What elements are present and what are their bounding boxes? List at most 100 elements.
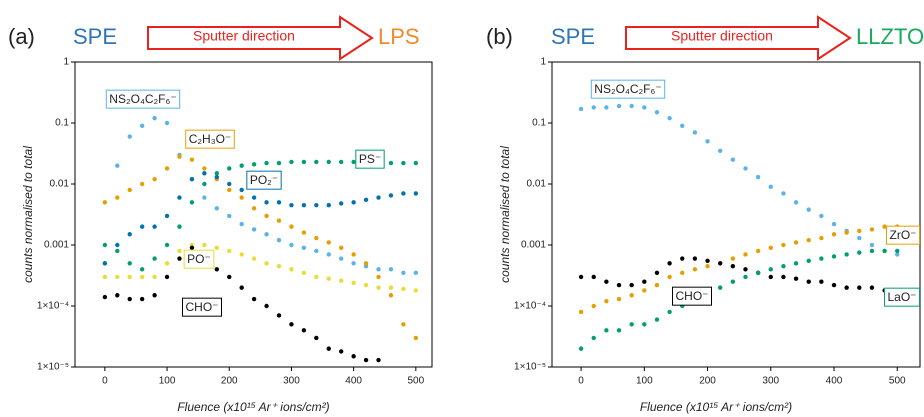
data-point [164, 120, 170, 126]
y-tick-label: 0.001 [44, 240, 69, 251]
data-point [301, 202, 307, 208]
data-point [781, 242, 786, 248]
series-label-box [355, 149, 385, 169]
data-point [388, 293, 394, 298]
data-point [667, 309, 672, 315]
data-point [616, 282, 622, 288]
data-point [680, 256, 685, 261]
data-point [202, 166, 207, 171]
data-point [730, 263, 736, 269]
data-point [831, 254, 837, 259]
series-label: C₂H₃O⁻ [189, 132, 232, 146]
series-label-box [185, 129, 235, 149]
data-point [376, 267, 381, 272]
data-point [314, 202, 319, 208]
data-point [227, 213, 232, 219]
data-point [139, 181, 145, 187]
data-point [164, 274, 170, 280]
panel-label: (a) [8, 24, 35, 49]
data-point [115, 248, 120, 254]
data-point [806, 237, 811, 243]
data-point [882, 224, 887, 229]
data-point [164, 166, 170, 171]
data-point [667, 115, 672, 121]
data-point [578, 274, 584, 280]
data-point [616, 328, 622, 333]
data-point [363, 357, 369, 363]
data-point [139, 274, 145, 280]
data-point [717, 285, 723, 290]
data-point [115, 242, 120, 248]
data-point [152, 293, 157, 298]
data-point [189, 245, 195, 250]
x-tick-label: 0 [102, 376, 108, 387]
series-label-box [886, 225, 920, 245]
data-point [189, 176, 195, 182]
data-point [115, 293, 120, 298]
data-point [388, 193, 394, 198]
data-point [214, 245, 220, 250]
data-point [177, 195, 182, 200]
data-point [869, 227, 875, 232]
data-point [857, 228, 862, 234]
x-tick-label: 300 [762, 376, 779, 387]
data-point [289, 267, 294, 272]
data-point [692, 267, 698, 272]
arrow-label: Sputter direction [671, 28, 773, 44]
data-point [591, 105, 596, 110]
data-point [363, 197, 369, 203]
series-label-box [182, 297, 222, 317]
data-point [692, 130, 698, 135]
data-point [654, 110, 660, 115]
data-point [139, 123, 145, 128]
x-tick-label: 200 [221, 376, 238, 387]
data-point [591, 335, 596, 341]
y-tick-label: 1×10⁻⁴ [514, 301, 546, 312]
data-point [743, 166, 748, 171]
y-tick-label: 0.01 [527, 179, 547, 190]
data-point [264, 303, 269, 309]
data-point [251, 227, 257, 232]
data-point [189, 157, 195, 162]
data-point [781, 191, 786, 196]
data-point [127, 134, 132, 139]
plot-frame [551, 61, 921, 368]
y-axis-title: counts normalised to total [21, 146, 35, 283]
y-tick-label: 0.1 [55, 118, 69, 129]
data-point [755, 248, 761, 254]
data-point [177, 154, 182, 159]
series-label: CHO⁻ [676, 289, 709, 303]
data-point [376, 285, 381, 290]
data-point [831, 232, 837, 237]
target-label: LLZTO [856, 24, 924, 49]
series-label-box [590, 79, 666, 99]
data-point [301, 230, 307, 235]
data-point [401, 270, 406, 276]
data-point [326, 276, 331, 281]
data-point [604, 105, 609, 110]
data-point [730, 256, 736, 261]
data-point [314, 235, 319, 241]
data-point [239, 163, 244, 168]
data-point [227, 248, 232, 254]
data-point [768, 245, 773, 250]
series-label: CHO⁻ [186, 300, 219, 314]
data-point [102, 274, 108, 280]
series-label: ZrO⁻ [890, 228, 917, 242]
data-point [768, 267, 773, 272]
data-point [705, 263, 710, 269]
data-point [264, 160, 269, 166]
data-point [189, 200, 195, 205]
data-point [102, 242, 108, 248]
data-point [251, 206, 257, 211]
y-tick-label: 1×10⁻⁵ [514, 362, 546, 373]
data-point [413, 288, 419, 293]
data-point [629, 322, 634, 327]
panel: (a) SPE Sputter direction LPS 1×10⁻⁵ 1×10⁻⁴ 0.… [8, 15, 433, 414]
data-point [115, 274, 120, 280]
data-point [289, 159, 294, 165]
data-point [793, 276, 799, 281]
plot-frame [74, 61, 433, 368]
data-point [857, 285, 862, 290]
data-point [351, 261, 356, 266]
